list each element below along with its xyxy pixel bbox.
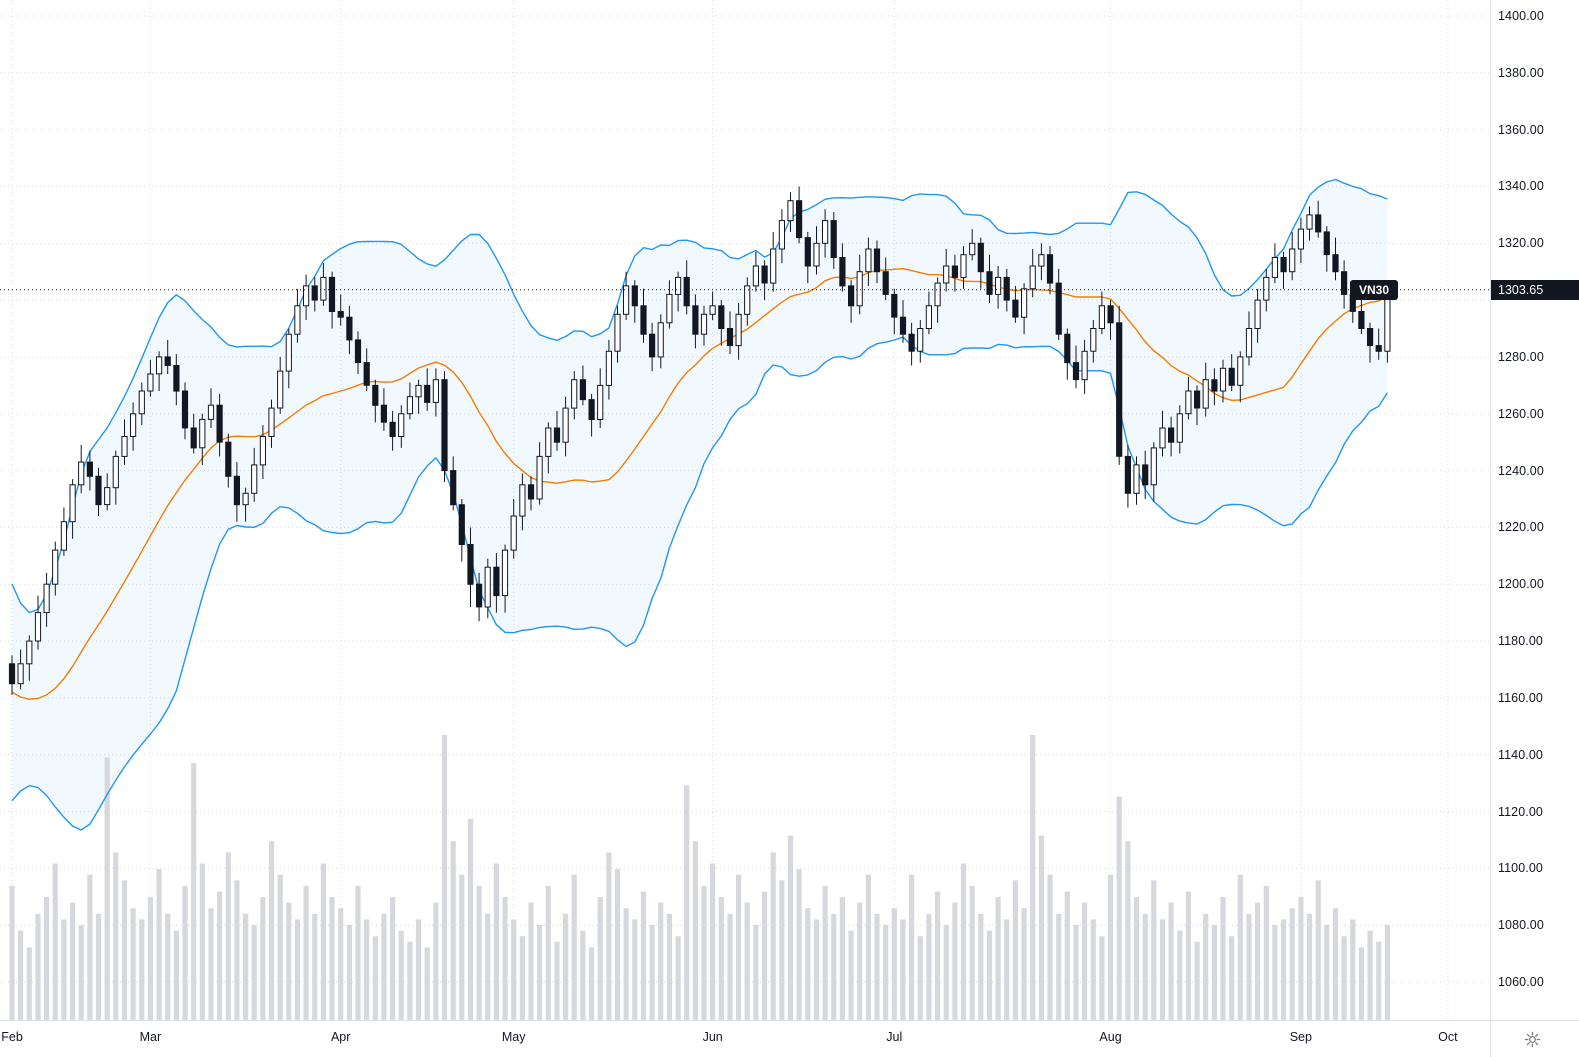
price-axis-label: 1380.00 bbox=[1498, 65, 1544, 80]
price-axis-label: 1320.00 bbox=[1498, 236, 1544, 251]
price-axis-label: 1400.00 bbox=[1498, 9, 1544, 23]
price-axis-label: 1080.00 bbox=[1498, 918, 1544, 933]
time-axis-label-sep: Sep bbox=[1289, 1030, 1312, 1044]
time-axis-label-apr: Apr bbox=[330, 1030, 351, 1044]
price-axis-label: 1280.00 bbox=[1498, 349, 1544, 364]
time-axis-label-oct: Oct bbox=[1438, 1030, 1458, 1044]
candlestick-layer bbox=[8, 186, 1391, 695]
price-axis-label: 1060.00 bbox=[1498, 975, 1544, 989]
time-axis-label-mar: Mar bbox=[139, 1030, 162, 1044]
price-chart-canvas[interactable] bbox=[0, 0, 1490, 1020]
bollinger-fill-layer bbox=[12, 179, 1388, 830]
time-axis-label-may: May bbox=[501, 1030, 526, 1044]
price-axis-label: 1120.00 bbox=[1498, 804, 1543, 819]
price-axis-label: 1160.00 bbox=[1498, 690, 1543, 705]
bollinger-lines-layer bbox=[11, 178, 1388, 831]
axis-corner bbox=[1490, 1021, 1579, 1057]
price-axis-label: 1220.00 bbox=[1498, 520, 1544, 535]
chart-settings-gear-icon[interactable] bbox=[1523, 1030, 1542, 1049]
volume-layer bbox=[9, 735, 1390, 1020]
price-axis-label: 1260.00 bbox=[1498, 406, 1544, 421]
time-axis-label-feb: Feb bbox=[1, 1030, 23, 1044]
price-axis-label: 1360.00 bbox=[1498, 122, 1544, 137]
price-axis[interactable]: 1400.00 1380.00 1360.00 1340.00 1320.00 1280.… bbox=[1490, 0, 1579, 1020]
time-axis-label-aug: Aug bbox=[1099, 1030, 1122, 1044]
price-axis-label: 1100.00 bbox=[1498, 861, 1543, 876]
time-axis-label-jun: Jun bbox=[702, 1030, 723, 1044]
price-axis-label: 1140.00 bbox=[1498, 747, 1543, 762]
chart-pane[interactable]: VN30 bbox=[0, 0, 1490, 1020]
time-axis[interactable]: Feb Mar Apr May Jun Jul Aug Sep Oct bbox=[0, 1020, 1579, 1057]
symbol-badge: VN30 bbox=[1349, 279, 1398, 300]
price-axis-label: 1200.00 bbox=[1498, 577, 1544, 592]
last-price-badge: 1303.65 bbox=[1491, 279, 1579, 300]
price-axis-label: 1180.00 bbox=[1498, 634, 1543, 649]
price-axis-label: 1240.00 bbox=[1498, 463, 1544, 478]
time-axis-label-jul: Jul bbox=[886, 1030, 903, 1044]
price-axis-label: 1340.00 bbox=[1498, 179, 1544, 194]
